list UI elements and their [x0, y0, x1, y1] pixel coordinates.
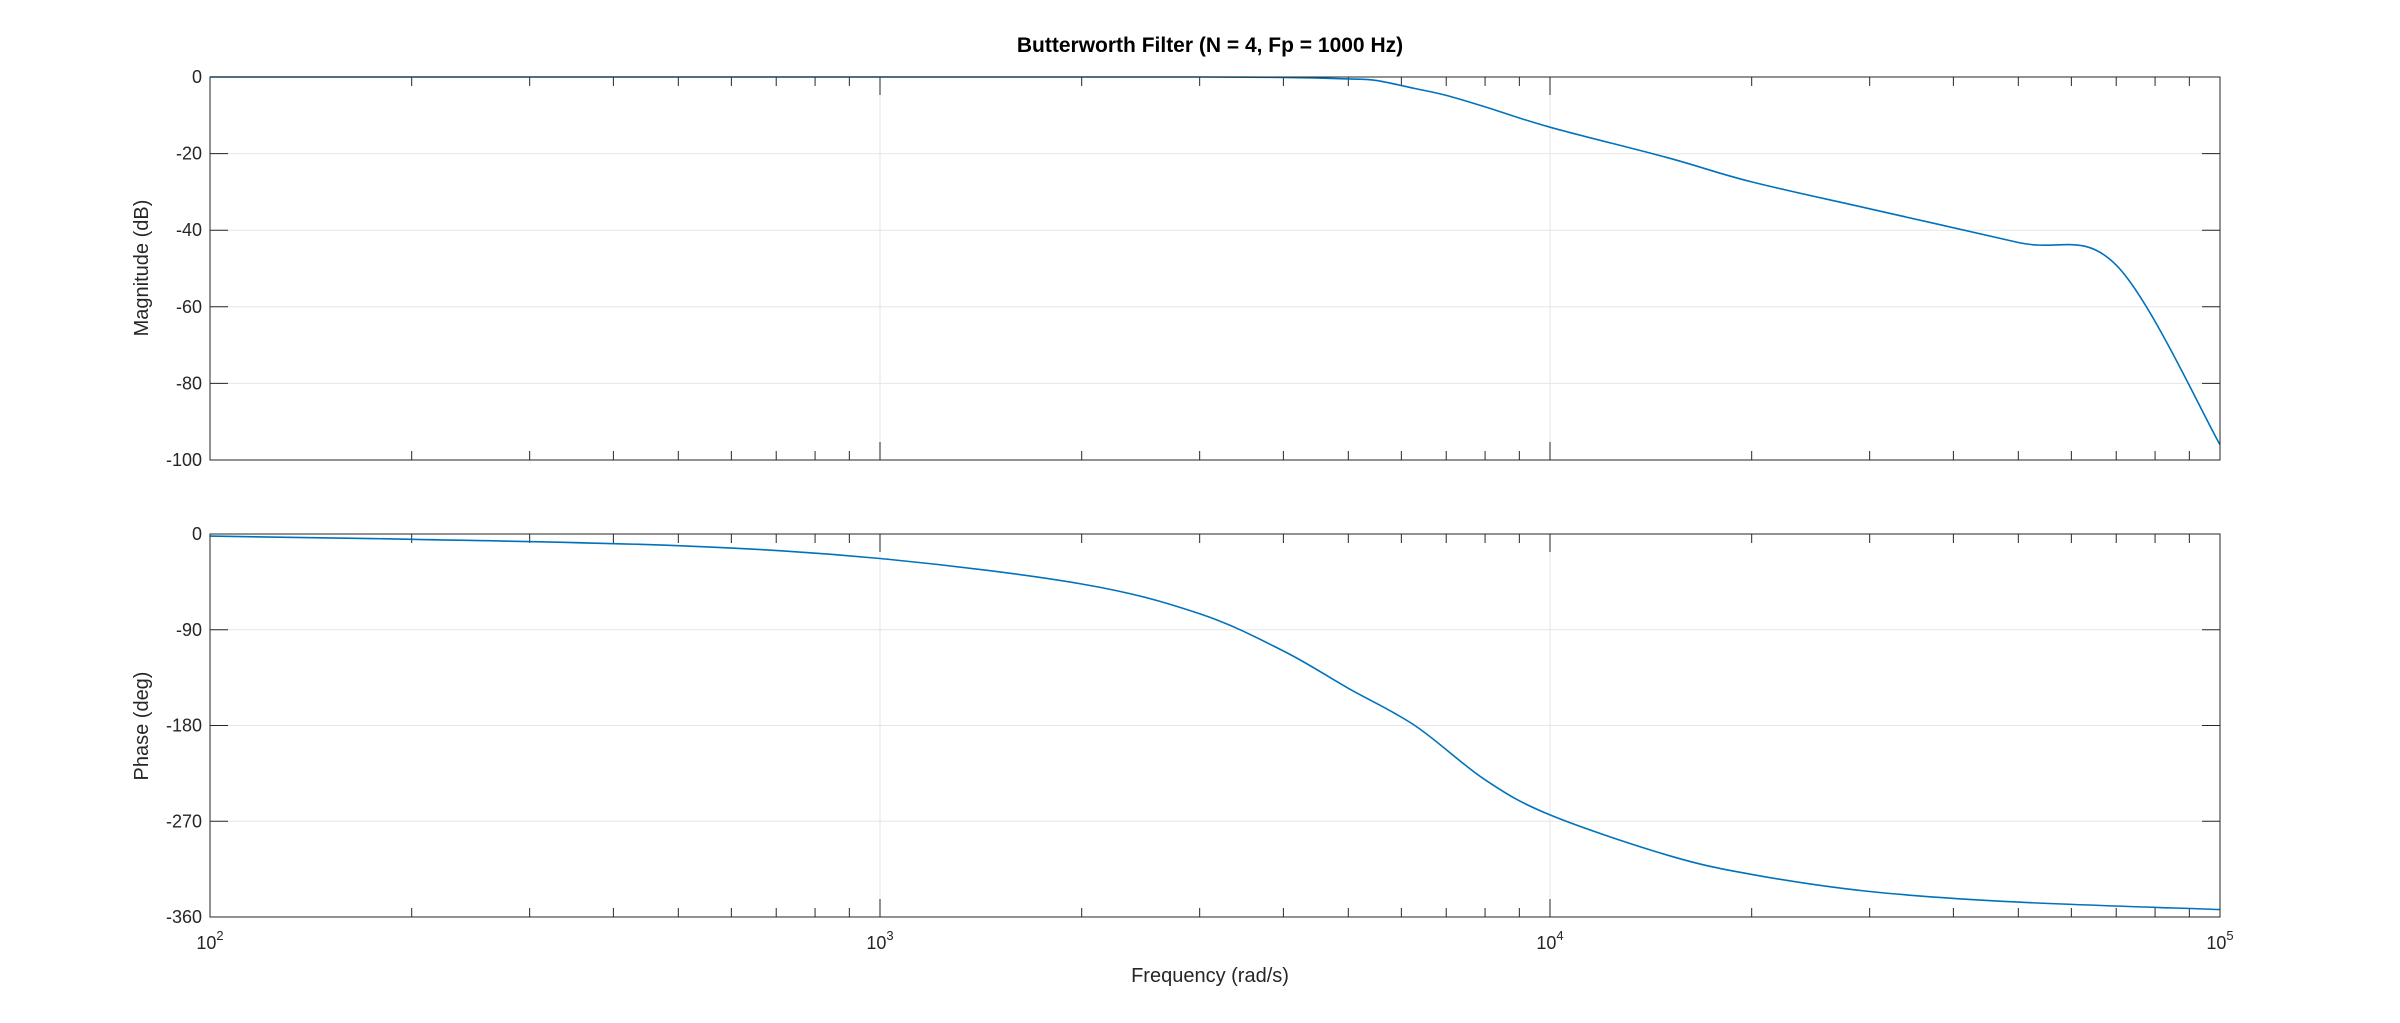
- x-tick-label: 105: [2206, 928, 2233, 953]
- magnitude-y-axis-label: Magnitude (dB): [131, 200, 153, 337]
- magnitude-axes-box: [209, 76, 2221, 461]
- x-tick-label: 103: [866, 928, 893, 953]
- phase-y-tick-label: 0: [192, 524, 202, 544]
- x-axis-label: Frequency (rad/s): [1131, 965, 1289, 987]
- magnitude-y-tick-label: 0: [192, 67, 202, 87]
- magnitude-y-tick-label: -100: [166, 450, 202, 470]
- magnitude-y-tick-label: -20: [176, 144, 202, 164]
- phase-y-tick-label: -90: [176, 620, 202, 640]
- phase-axes-box: [209, 533, 2221, 918]
- x-tick-label: 104: [1536, 928, 1563, 953]
- phase-y-tick-label: -180: [166, 716, 202, 736]
- chart-title: Butterworth Filter (N = 4, Fp = 1000 Hz): [1017, 34, 1403, 57]
- magnitude-y-tick-label: -60: [176, 297, 202, 317]
- phase-y-tick-label: -360: [166, 907, 202, 927]
- x-tick-label: 102: [196, 928, 223, 953]
- magnitude-plot-area: [210, 77, 2220, 460]
- phase-y-tick-label: -270: [166, 811, 202, 831]
- phase-series-line: [209, 535, 2221, 911]
- phase-y-axis-label: Phase (deg): [131, 672, 153, 781]
- magnitude-y-tick-label: -80: [176, 373, 202, 393]
- magnitude-y-tick-label: -40: [176, 220, 202, 240]
